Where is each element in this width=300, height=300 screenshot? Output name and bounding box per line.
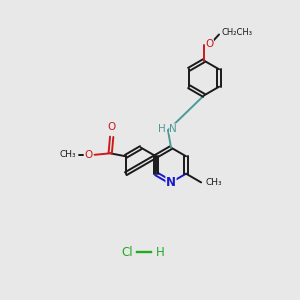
- Text: H: H: [158, 124, 165, 134]
- Text: N: N: [169, 124, 177, 134]
- Text: CH₃: CH₃: [60, 150, 76, 159]
- Text: Cl: Cl: [122, 245, 133, 259]
- Text: O: O: [84, 150, 92, 160]
- Text: CH₂CH₃: CH₂CH₃: [221, 28, 252, 37]
- Text: N: N: [166, 176, 176, 189]
- Text: H: H: [156, 245, 165, 259]
- Text: O: O: [108, 122, 116, 132]
- Text: O: O: [206, 39, 214, 50]
- Text: CH₃: CH₃: [206, 178, 222, 187]
